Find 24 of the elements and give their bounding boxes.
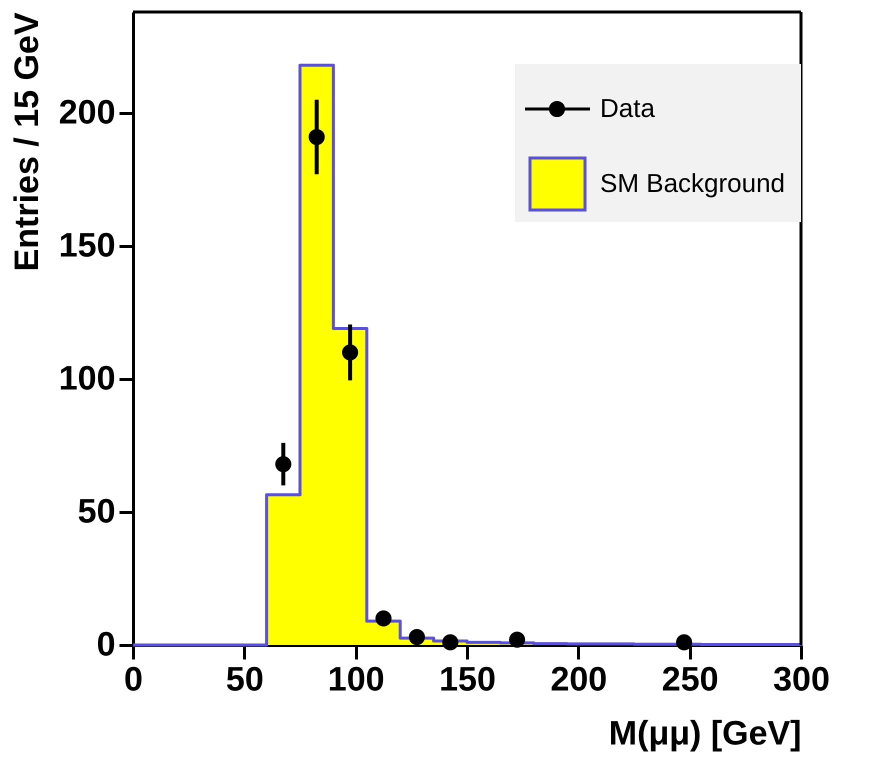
- x-tick-label: 300: [773, 660, 830, 698]
- legend-label: Data: [600, 93, 656, 123]
- point: [676, 634, 692, 650]
- point: [408, 628, 425, 646]
- point: [308, 128, 325, 146]
- x-axis-title: M(μμ) [GeV]: [608, 714, 802, 752]
- point: [342, 344, 358, 360]
- point: [375, 610, 392, 626]
- y-tick-label: 150: [58, 226, 116, 265]
- x-tick-label: 50: [226, 660, 264, 698]
- y-tick-label: 0: [96, 626, 116, 664]
- point: [509, 632, 526, 648]
- y-axis-title: Entries / 15 GeV: [8, 12, 46, 272]
- legend-label: SM Background: [600, 168, 785, 198]
- y-tick-label: 100: [58, 360, 116, 398]
- y-tick-label: 50: [78, 492, 116, 531]
- x-tick-label: 200: [550, 660, 608, 698]
- x-tick-label: 250: [662, 660, 719, 698]
- x-tick-label: 150: [439, 660, 496, 698]
- x-tick-label: 0: [124, 660, 143, 698]
- point: [275, 456, 292, 472]
- x-tick-label: 100: [328, 660, 385, 698]
- y-tick-label: 200: [58, 94, 116, 132]
- point: [442, 634, 458, 650]
